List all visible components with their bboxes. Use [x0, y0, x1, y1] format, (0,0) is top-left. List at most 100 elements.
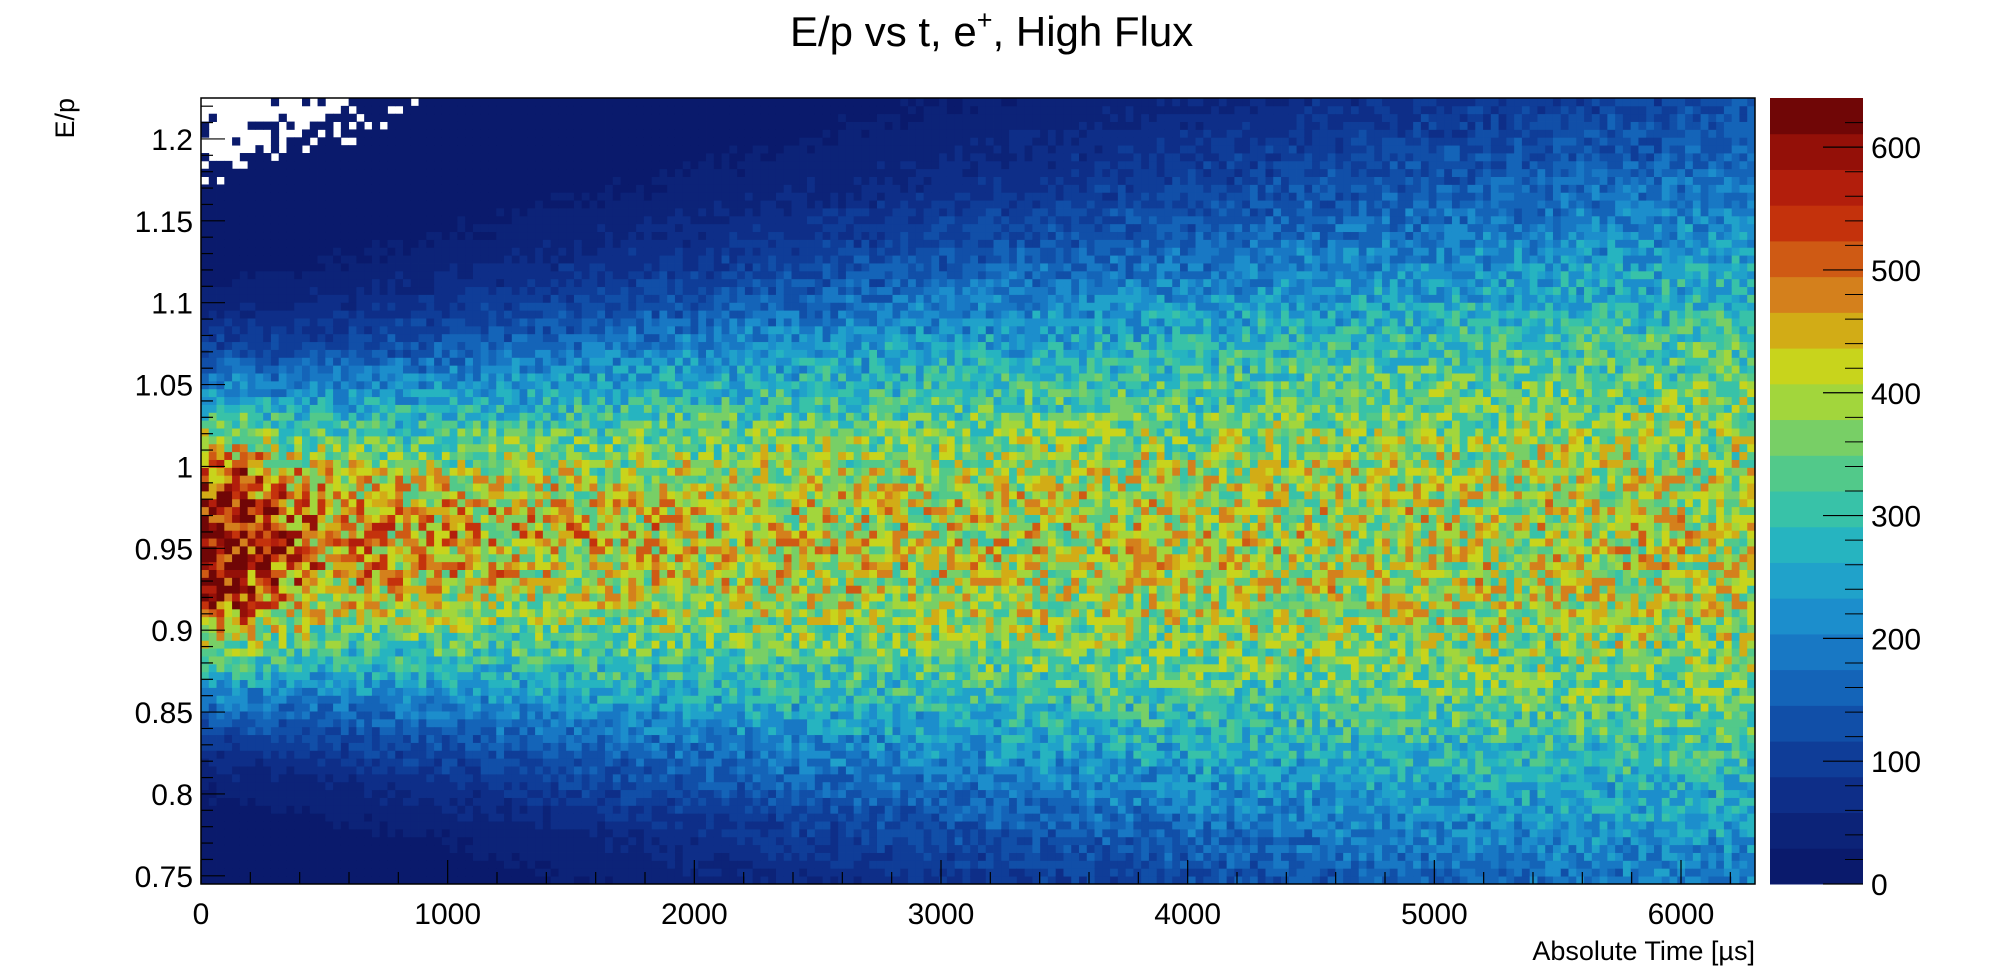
heatmap-cell	[581, 168, 590, 177]
heatmap-cell	[208, 758, 217, 767]
heatmap-cell	[558, 703, 567, 712]
heatmap-cell	[263, 514, 272, 523]
heatmap-cell	[239, 459, 249, 468]
heatmap-cell	[395, 773, 404, 783]
heatmap-cell	[566, 223, 575, 233]
heatmap-cell	[239, 498, 249, 508]
heatmap-cell	[542, 223, 552, 233]
heatmap-cell	[472, 302, 482, 311]
heatmap-cell	[519, 192, 528, 201]
heatmap-cell	[216, 797, 225, 806]
heatmap-cell	[589, 498, 598, 508]
heatmap-cell	[239, 797, 249, 806]
heatmap-cell	[465, 695, 474, 704]
heatmap-cell	[348, 561, 357, 570]
heatmap-cell	[286, 380, 295, 390]
heatmap-cell	[224, 184, 233, 193]
heatmap-cell	[232, 498, 241, 508]
heatmap-cell	[403, 121, 412, 130]
heatmap-cell	[511, 821, 520, 830]
heatmap-cell	[340, 813, 350, 822]
heatmap-cell	[542, 208, 552, 217]
heatmap-cell	[325, 286, 334, 295]
heatmap-cell	[426, 467, 435, 476]
heatmap-cell	[371, 176, 381, 185]
heatmap-cell	[434, 836, 443, 846]
heatmap-cell	[449, 105, 458, 115]
heatmap-cell	[426, 333, 435, 343]
heatmap-cell	[333, 506, 342, 515]
heatmap-cell	[418, 836, 427, 846]
heatmap-cell	[403, 797, 412, 806]
heatmap-cell	[395, 208, 404, 217]
heatmap-cell	[426, 105, 435, 115]
heatmap-cell	[294, 270, 303, 280]
heatmap-cell	[286, 357, 295, 366]
heatmap-cell	[504, 789, 513, 798]
heatmap-cell	[480, 404, 489, 413]
heatmap-cell	[434, 278, 443, 288]
heatmap-cell	[232, 506, 241, 515]
heatmap-cell	[511, 231, 520, 240]
heatmap-cell	[247, 483, 256, 492]
heatmap-cell	[208, 852, 217, 861]
heatmap-cell	[255, 593, 264, 602]
heatmap-cell	[410, 868, 419, 877]
heatmap-cell	[550, 153, 559, 162]
heatmap-cell	[434, 734, 443, 743]
heatmap-cell	[504, 160, 513, 170]
heatmap-cell	[239, 828, 249, 838]
heatmap-cell	[247, 758, 256, 767]
heatmap-cell	[558, 333, 567, 343]
heatmap-cell	[457, 420, 466, 429]
heatmap-cell	[364, 263, 373, 272]
heatmap-cell	[441, 553, 451, 563]
heatmap-cell	[550, 145, 559, 154]
heatmap-cell	[216, 773, 225, 783]
heatmap-cell	[317, 734, 326, 743]
heatmap-cell	[379, 451, 388, 460]
heatmap-cell	[208, 475, 217, 484]
heatmap-cell	[247, 404, 256, 413]
heatmap-cell	[550, 805, 559, 814]
heatmap-cell	[239, 868, 249, 877]
heatmap-cell	[247, 215, 256, 225]
heatmap-cell	[434, 530, 443, 539]
heatmap-cell	[387, 750, 396, 759]
heatmap-cell	[558, 553, 567, 563]
heatmap-cell	[496, 388, 505, 398]
heatmap-cell	[496, 703, 505, 712]
heatmap-cell	[255, 569, 264, 578]
heatmap-cell	[371, 491, 381, 500]
heatmap-cell	[302, 789, 311, 798]
heatmap-cell	[348, 569, 357, 578]
heatmap-cell	[504, 137, 513, 146]
heatmap-cell	[441, 718, 451, 728]
heatmap-cell	[364, 546, 373, 555]
heatmap-cell	[255, 821, 264, 830]
heatmap-cell	[558, 546, 567, 555]
heatmap-cell	[449, 695, 458, 704]
heatmap-cell	[317, 341, 326, 350]
heatmap-cell	[441, 750, 451, 759]
heatmap-cell	[542, 593, 552, 602]
heatmap-cell	[356, 569, 365, 578]
heatmap-cell	[255, 648, 264, 657]
heatmap-cell	[434, 671, 443, 681]
heatmap-cell	[247, 750, 256, 759]
heatmap-cell	[410, 750, 419, 759]
heatmap-cell	[535, 546, 544, 555]
heatmap-cell	[465, 585, 474, 594]
heatmap-cell	[504, 428, 513, 437]
heatmap-cell	[294, 797, 303, 806]
heatmap-cell	[325, 663, 334, 673]
heatmap-cell	[302, 506, 311, 515]
heatmap-cell	[309, 318, 318, 327]
heatmap-cell	[426, 349, 435, 358]
heatmap-cell	[364, 475, 373, 484]
heatmap-cell	[371, 160, 381, 170]
heatmap-cell	[558, 836, 567, 846]
heatmap-cell	[550, 404, 559, 413]
heatmap-cell	[542, 813, 552, 822]
heatmap-cell	[550, 498, 559, 508]
